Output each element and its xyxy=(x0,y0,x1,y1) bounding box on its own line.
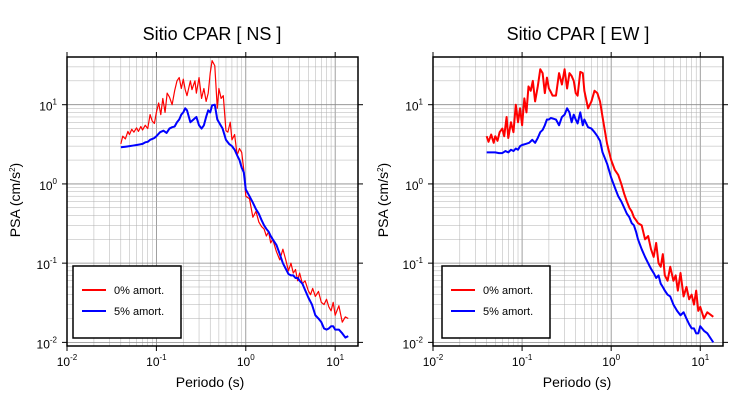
legend-label-1: 5% amort. xyxy=(114,306,164,318)
x-tick-label: 100 xyxy=(602,353,620,369)
y-tick-labels: 10-2 10-1 100 101 xyxy=(403,98,424,352)
series-group xyxy=(120,60,349,339)
x-tick-label: 101 xyxy=(691,353,709,369)
legend-box xyxy=(441,265,551,339)
y-tick-label: 10-1 xyxy=(37,256,58,272)
x-tick-labels: 10-2 10-1 100 101 xyxy=(57,353,345,369)
series-line-undamped xyxy=(120,60,349,323)
x-tick-label: 10-1 xyxy=(146,353,167,369)
chart-title: Sitio CPAR [ EW ] xyxy=(507,24,650,44)
y-tick-label: 10-2 xyxy=(403,335,424,351)
panel-ew: Sitio CPAR [ EW ] 10-2 10-1 100 101 10-210-… xyxy=(375,24,728,390)
y-axis-label-main: PSA (cm/s xyxy=(7,172,23,237)
x-tick-labels: 10-2 10-1 100 101 xyxy=(423,353,710,369)
plot-frame xyxy=(432,56,724,347)
legend-box xyxy=(72,265,182,339)
y-tick-label: 10-2 xyxy=(37,335,58,351)
legend: 0% amort. 5% amort. xyxy=(72,265,182,339)
x-tick-label: 10-1 xyxy=(512,353,533,369)
series-line-damped xyxy=(486,107,715,343)
series-line-damped xyxy=(120,103,349,339)
plot-frame xyxy=(66,56,359,347)
y-axis-label-end: ) xyxy=(7,163,23,168)
y-axis-label-end: ) xyxy=(375,163,391,168)
x-tick-label: 10-2 xyxy=(423,353,444,369)
legend: 0% amort. 5% amort. xyxy=(441,265,551,339)
series-line-undamped xyxy=(485,68,714,320)
y-axis-label-main: PSA (cm/s xyxy=(375,172,391,237)
chart-title: Sitio CPAR [ NS ] xyxy=(143,24,282,44)
y-axis-label: PSA (cm/s2) xyxy=(375,163,391,237)
y-tick-label: 100 xyxy=(405,177,423,193)
y-tick-label: 10-1 xyxy=(403,256,424,272)
y-axis-label: PSA (cm/s2) xyxy=(7,163,23,237)
legend-label-0: 0% amort. xyxy=(114,285,164,297)
legend-label-0: 0% amort. xyxy=(483,285,533,297)
x-axis-label: Periodo (s) xyxy=(543,374,611,390)
axis-ticks xyxy=(62,52,363,351)
x-tick-label: 100 xyxy=(237,353,255,369)
y-tick-label: 100 xyxy=(39,177,57,193)
series-group xyxy=(485,68,715,343)
y-tick-label: 101 xyxy=(39,98,57,114)
y-axis-label-sup: 2 xyxy=(376,167,385,172)
y-axis-label-sup: 2 xyxy=(8,167,17,172)
y-tick-label: 101 xyxy=(405,98,423,114)
legend-label-1: 5% amort. xyxy=(483,306,533,318)
x-tick-label: 101 xyxy=(326,353,344,369)
x-tick-label: 10-2 xyxy=(57,353,78,369)
panel-ns: Sitio CPAR [ NS ] 10-2 10-1 100 101 10-210-… xyxy=(7,24,363,390)
axis-ticks xyxy=(428,52,728,351)
x-axis-label: Periodo (s) xyxy=(176,374,244,390)
y-tick-labels: 10-2 10-1 100 101 xyxy=(37,98,58,352)
